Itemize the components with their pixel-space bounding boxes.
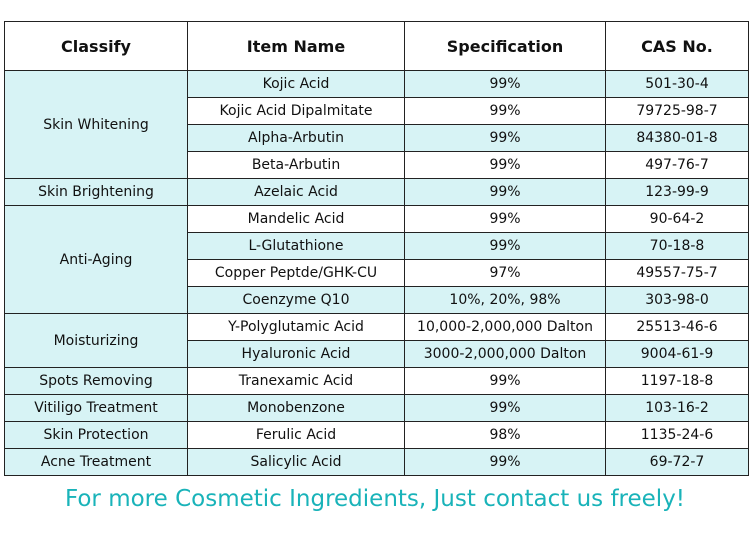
cas-number-cell: 49557-75-7 xyxy=(605,259,749,287)
table-row: Kojic Acid Dipalmitate 99% 79725-98-7 xyxy=(5,97,749,125)
table-row: Anti-Aging Mandelic Acid 99% 90-64-2 xyxy=(4,205,749,314)
classify-cell: Skin Protection xyxy=(4,421,188,449)
item-name-cell: Alpha-Arbutin xyxy=(187,124,405,152)
item-name-cell: Monobenzone xyxy=(187,394,405,422)
table-header-row: Classify Item Name Specification CAS No. xyxy=(4,21,749,71)
table-row: Copper Peptde/GHK-CU 97% 49557-75-7 xyxy=(5,259,749,287)
specification-cell: 99% xyxy=(404,178,606,206)
cas-number-cell: 70-18-8 xyxy=(605,232,749,260)
table-body: Skin Whitening Kojic Acid 99% 501-30-4 Kojic… xyxy=(4,70,749,476)
item-name-cell: Kojic Acid xyxy=(187,70,405,98)
item-name-cell: Copper Peptde/GHK-CU xyxy=(187,259,405,287)
item-name-cell: Kojic Acid Dipalmitate xyxy=(187,97,405,125)
cas-number-cell: 303-98-0 xyxy=(605,286,749,314)
item-name-cell: Y-Polyglutamic Acid xyxy=(187,313,405,341)
item-name-cell: Beta-Arbutin xyxy=(187,151,405,179)
specification-cell: 99% xyxy=(404,448,606,476)
specification-cell: 99% xyxy=(404,394,606,422)
ingredient-table: Classify Item Name Specification CAS No.… xyxy=(4,21,749,476)
specification-cell: 98% xyxy=(404,421,606,449)
table-row: Skin Protection Ferulic Acid 98% 1135-24-6 xyxy=(4,421,749,449)
cas-number-cell: 25513-46-6 xyxy=(605,313,749,341)
specification-cell: 99% xyxy=(404,367,606,395)
cas-number-cell: 1197-18-8 xyxy=(605,367,749,395)
classify-cell: Skin Whitening xyxy=(4,70,188,179)
contact-note: For more Cosmetic Ingredients, Just cont… xyxy=(64,486,686,512)
table-row: Skin Whitening Kojic Acid 99% 501-30-4 xyxy=(4,70,749,179)
item-name-cell: L-Glutathione xyxy=(187,232,405,260)
table-row: Acne Treatment Salicylic Acid 99% 69-72-7 xyxy=(4,448,749,476)
item-name-cell: Azelaic Acid xyxy=(187,178,405,206)
table-row: L-Glutathione 99% 70-18-8 xyxy=(5,232,749,260)
cas-number-cell: 103-16-2 xyxy=(605,394,749,422)
cas-number-cell: 69-72-7 xyxy=(605,448,749,476)
specification-cell: 97% xyxy=(404,259,606,287)
cas-number-cell: 497-76-7 xyxy=(605,151,749,179)
specification-cell: 3000-2,000,000 Dalton xyxy=(404,340,606,368)
header-specification: Specification xyxy=(404,21,606,71)
item-name-cell: Hyaluronic Acid xyxy=(187,340,405,368)
cas-number-cell: 123-99-9 xyxy=(605,178,749,206)
item-name-cell: Ferulic Acid xyxy=(187,421,405,449)
table-row: Hyaluronic Acid 3000-2,000,000 Dalton 9004… xyxy=(5,340,749,368)
classify-cell: Acne Treatment xyxy=(4,448,188,476)
cas-number-cell: 501-30-4 xyxy=(605,70,749,98)
header-classify: Classify xyxy=(4,21,188,71)
classify-cell: Moisturizing xyxy=(4,313,188,368)
classify-cell: Spots Removing xyxy=(4,367,188,395)
cas-number-cell: 90-64-2 xyxy=(605,205,749,233)
specification-cell: 99% xyxy=(404,205,606,233)
specification-cell: 99% xyxy=(404,124,606,152)
table-row: Beta-Arbutin 99% 497-76-7 xyxy=(5,151,749,179)
cas-number-cell: 84380-01-8 xyxy=(605,124,749,152)
specification-cell: 10,000-2,000,000 Dalton xyxy=(404,313,606,341)
classify-cell: Skin Brightening xyxy=(4,178,188,206)
item-name-cell: Mandelic Acid xyxy=(187,205,405,233)
header-cas-no: CAS No. xyxy=(605,21,749,71)
specification-cell: 99% xyxy=(404,151,606,179)
header-item-name: Item Name xyxy=(187,21,405,71)
table-row: Skin Brightening Azelaic Acid 99% 123-99-9 xyxy=(4,178,749,206)
classify-cell: Vitiligo Treatment xyxy=(4,394,188,422)
specification-cell: 10%, 20%, 98% xyxy=(404,286,606,314)
specification-cell: 99% xyxy=(404,232,606,260)
item-name-cell: Salicylic Acid xyxy=(187,448,405,476)
cas-number-cell: 9004-61-9 xyxy=(605,340,749,368)
cas-number-cell: 1135-24-6 xyxy=(605,421,749,449)
specification-cell: 99% xyxy=(404,70,606,98)
table-row: Spots Removing Tranexamic Acid 99% 1197-18-… xyxy=(4,367,749,395)
item-name-cell: Tranexamic Acid xyxy=(187,367,405,395)
table-row: Vitiligo Treatment Monobenzone 99% 103-16-2 xyxy=(4,394,749,422)
table-row: Moisturizing Y-Polyglutamic Acid 10,000-2,… xyxy=(4,313,749,368)
item-name-cell: Coenzyme Q10 xyxy=(187,286,405,314)
table-row: Alpha-Arbutin 99% 84380-01-8 xyxy=(5,124,749,152)
cas-number-cell: 79725-98-7 xyxy=(605,97,749,125)
classify-cell: Anti-Aging xyxy=(4,205,188,314)
specification-cell: 99% xyxy=(404,97,606,125)
